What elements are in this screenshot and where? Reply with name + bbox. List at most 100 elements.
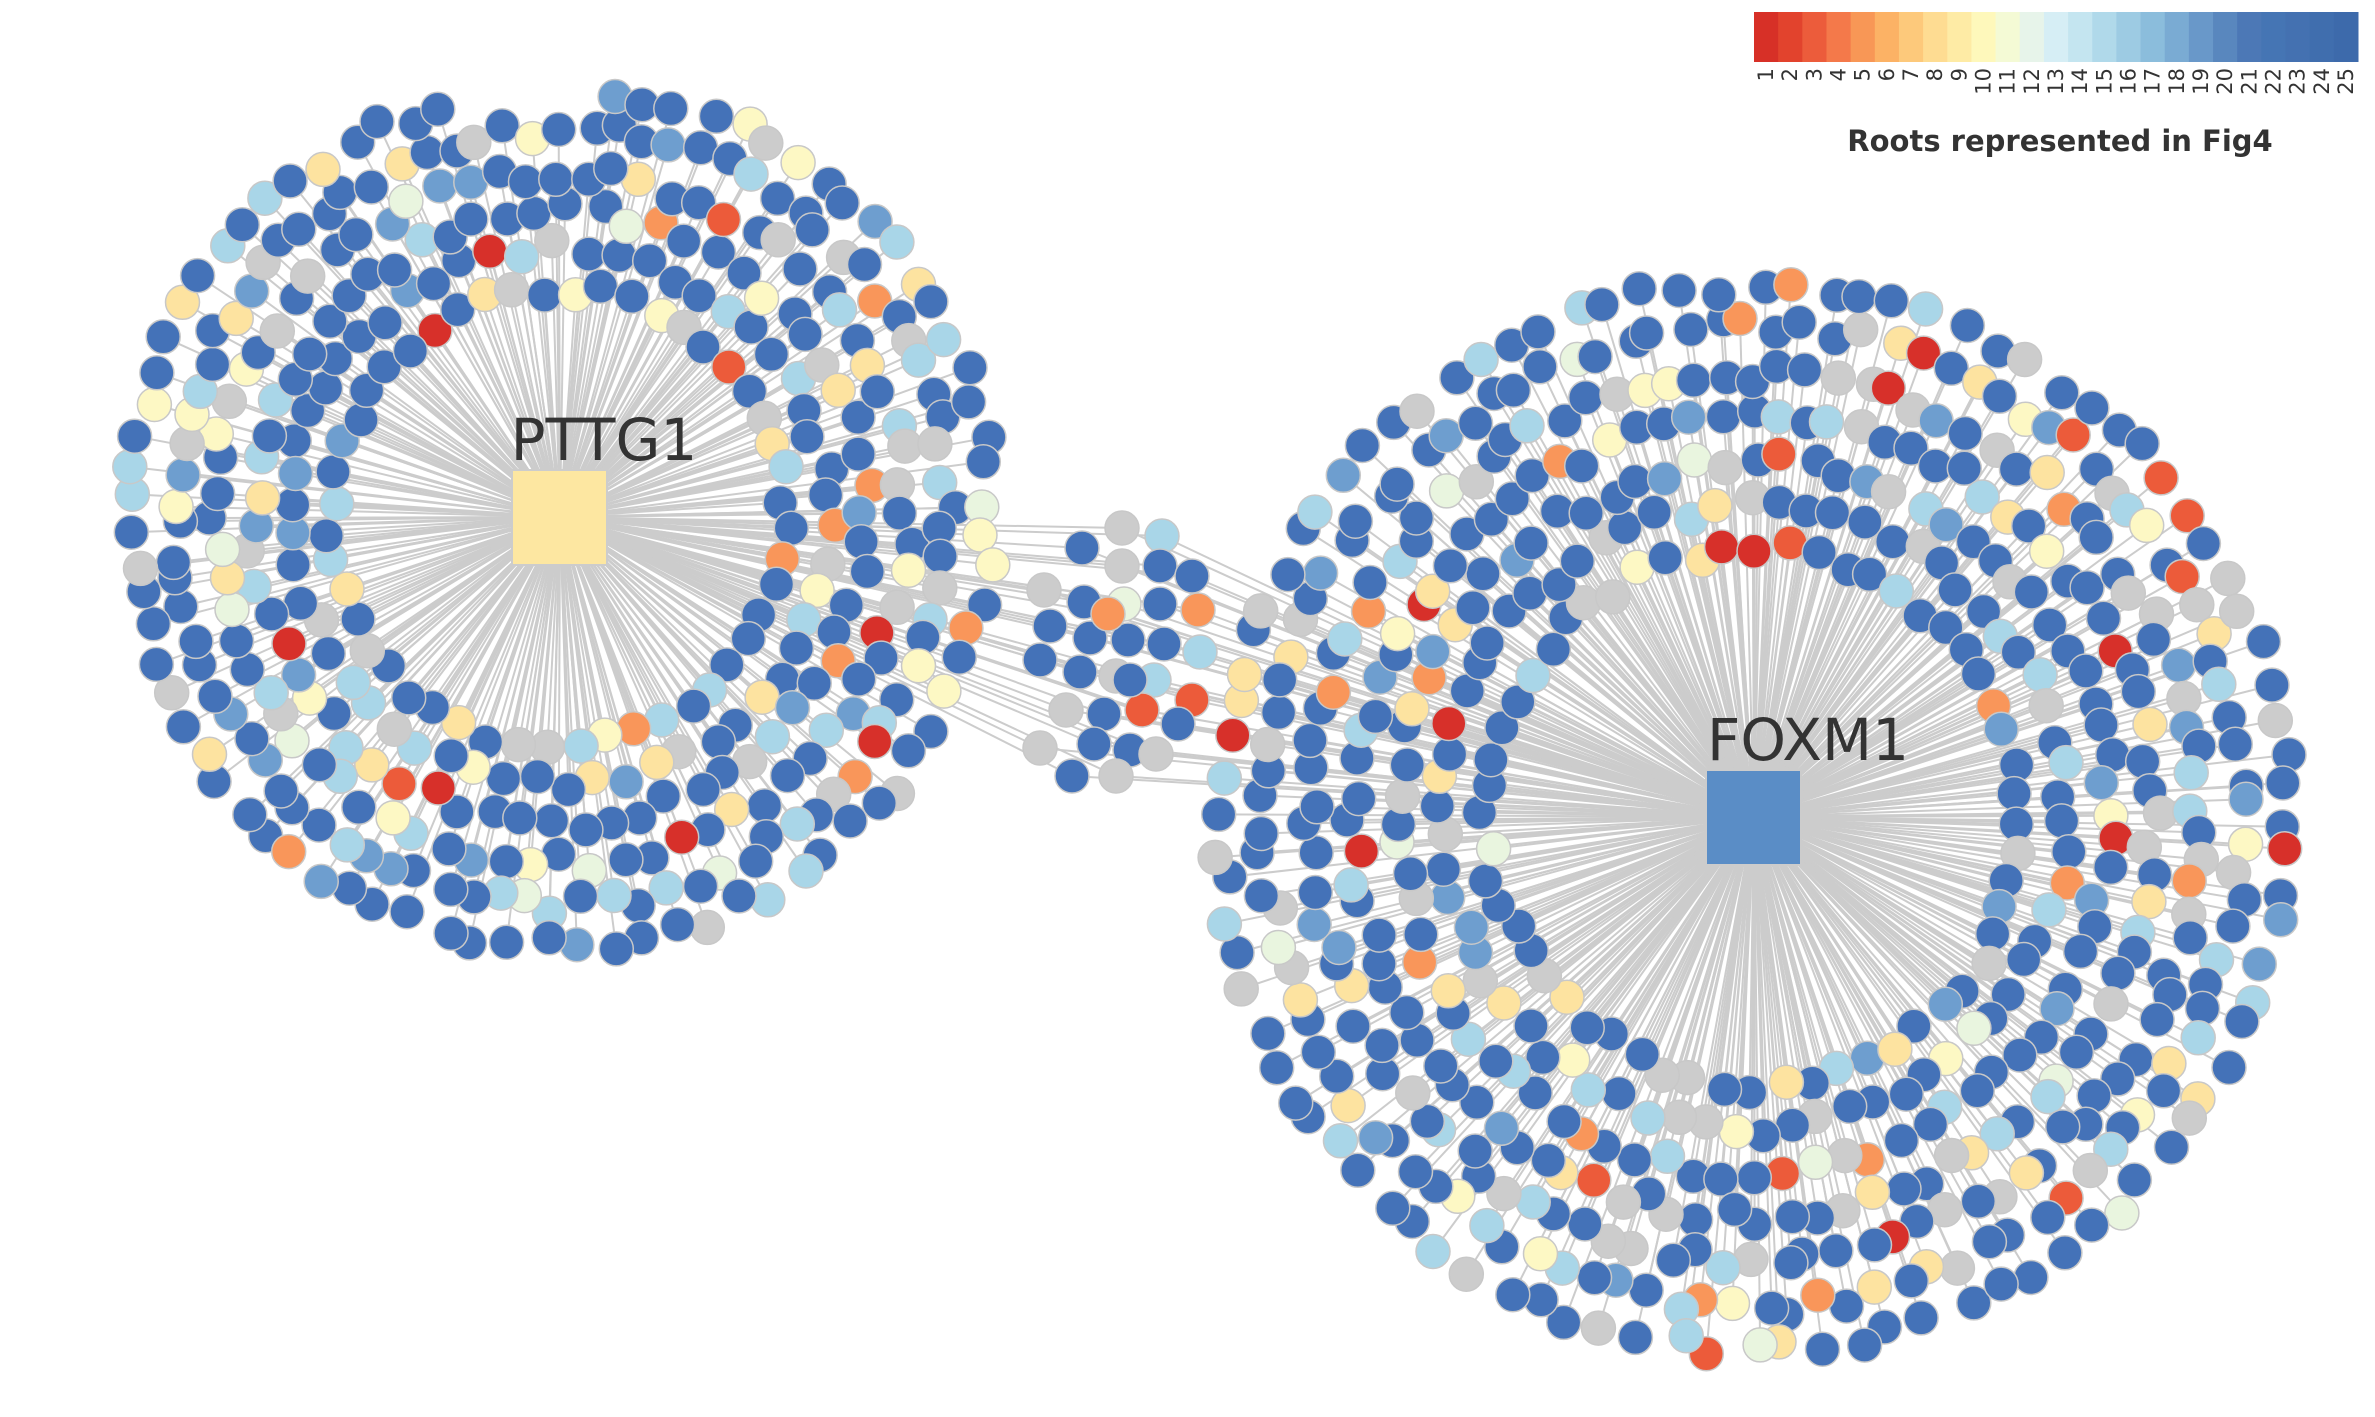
gene-node (433, 738, 469, 774)
gene-node (1509, 408, 1545, 444)
gene-node (682, 868, 719, 904)
gene-node (1998, 451, 2035, 487)
gene-node (112, 448, 148, 485)
gene-node (1104, 548, 1140, 584)
gene-node (2110, 575, 2147, 611)
gene-node (1616, 1142, 1653, 1178)
gene-node (158, 488, 194, 525)
gene-node (234, 720, 270, 757)
edge (559, 359, 919, 518)
gene-node (1335, 1008, 1371, 1044)
gene-node (1467, 863, 1504, 899)
gene-node (804, 347, 840, 383)
edge (559, 390, 878, 518)
edge (1753, 816, 2019, 1123)
gene-node (1182, 634, 1218, 670)
gene-node (1701, 277, 1737, 313)
gene-node (488, 843, 525, 880)
gene-node (746, 788, 783, 824)
gene-node (2265, 765, 2301, 801)
edge (1516, 816, 1755, 1149)
edge (559, 203, 566, 518)
gene-node (1292, 722, 1328, 759)
gene-node (2013, 1259, 2049, 1296)
gene-node (787, 316, 823, 353)
gene-node (169, 425, 205, 462)
gene-node (1300, 1034, 1337, 1070)
gene-node (1525, 1039, 1561, 1076)
gene-node (840, 399, 876, 436)
gene-node (2100, 955, 2136, 992)
gene-node (1567, 1206, 1603, 1242)
gene-node (754, 718, 791, 755)
edge (523, 516, 561, 896)
gene-node (952, 349, 988, 386)
gene-node (2072, 1152, 2109, 1189)
gene-node (743, 280, 780, 316)
legend-tick-label: 7 (1899, 68, 1923, 81)
legend-swatch (2092, 12, 2117, 62)
gene-node (1302, 555, 1339, 591)
gene-node (808, 712, 845, 748)
gene-node (2044, 1109, 2081, 1145)
gene-node (526, 277, 563, 313)
gene-node (232, 796, 268, 833)
edge (1753, 816, 1844, 1211)
gene-node (2120, 673, 2157, 710)
gene-node (1878, 573, 1915, 609)
gene-node (1893, 1263, 1930, 1299)
gene-node (731, 373, 768, 410)
gene-node (274, 486, 311, 523)
gene-node (308, 517, 345, 554)
legend-tick-label: 19 (2189, 68, 2213, 95)
gene-node (2201, 666, 2237, 703)
gene-node (263, 773, 299, 809)
gene-node (135, 606, 172, 642)
gene-node (2062, 933, 2099, 970)
edge (1369, 581, 1755, 818)
legend-tick-label: 14 (2068, 68, 2092, 95)
legend-swatch (2116, 12, 2142, 62)
gene-node (2031, 607, 2068, 643)
gene-node (2093, 986, 2129, 1022)
gene-node (925, 321, 962, 358)
gene-node (608, 842, 644, 878)
gene-node (1297, 874, 1334, 911)
gene-node (420, 770, 457, 806)
gene-node (2241, 946, 2278, 982)
gene-node (1325, 457, 1362, 494)
gene-node (598, 931, 635, 967)
gene-node (840, 661, 877, 697)
gene-node (2211, 1049, 2247, 1086)
gene-node (1707, 449, 1743, 486)
legend-swatch (1995, 12, 2021, 62)
gene-node (2210, 560, 2246, 597)
gene-node (1877, 1031, 1913, 1067)
gene-node (948, 610, 984, 646)
gene-node (1800, 1277, 1836, 1313)
gene-node (153, 675, 190, 711)
gene-node (1270, 556, 1306, 593)
gene-node (1223, 971, 1259, 1007)
gene-node (291, 336, 328, 372)
edge (1753, 816, 1918, 1222)
gene-node (1933, 350, 1970, 387)
gene-node (799, 572, 835, 609)
gene-node (1478, 1043, 1514, 1079)
gene-node (2010, 508, 2047, 544)
gene-node (1297, 494, 1333, 530)
gene-node (843, 523, 879, 560)
gene-node (1569, 1010, 1605, 1046)
gene-node (1736, 1160, 1773, 1196)
gene-node (2039, 990, 2075, 1027)
gene-node (145, 319, 181, 355)
gene-node (433, 871, 469, 908)
gene-node (301, 807, 337, 843)
gene-node (2043, 803, 2080, 839)
gene-node (1379, 466, 1415, 502)
gene-node (1340, 780, 1377, 817)
gene-node (224, 206, 261, 243)
legend-swatch (1850, 12, 1876, 62)
gene-node (1773, 1244, 1809, 1281)
gene-node (859, 374, 896, 410)
